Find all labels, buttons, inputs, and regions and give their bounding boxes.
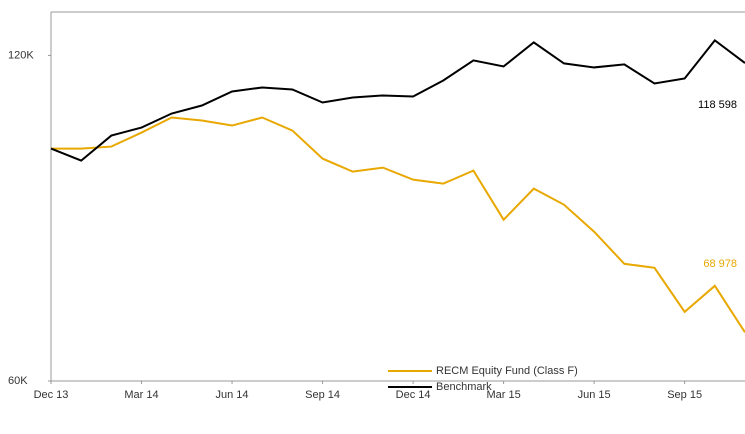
end-value-label: 68 978 xyxy=(703,258,737,270)
series-line xyxy=(50,39,745,162)
y-tick-label: 60K xyxy=(8,375,28,387)
x-tick-label: Mar 15 xyxy=(486,389,520,401)
end-value-label: 118 598 xyxy=(698,99,737,111)
x-tick-label: Jun 14 xyxy=(216,389,249,401)
x-tick-label: Sep 14 xyxy=(305,389,340,401)
x-tick-label: Jun 15 xyxy=(578,389,611,401)
x-tick-label: Dec 13 xyxy=(34,389,69,401)
legend-label: Benchmark xyxy=(436,381,492,393)
x-tick-label: Sep 15 xyxy=(667,389,702,401)
x-tick-label: Dec 14 xyxy=(396,389,431,401)
y-tick-label: 120K xyxy=(8,49,34,61)
series-line xyxy=(51,116,745,333)
x-tick-label: Mar 14 xyxy=(124,389,158,401)
legend-label: RECM Equity Fund (Class F) xyxy=(436,365,578,377)
